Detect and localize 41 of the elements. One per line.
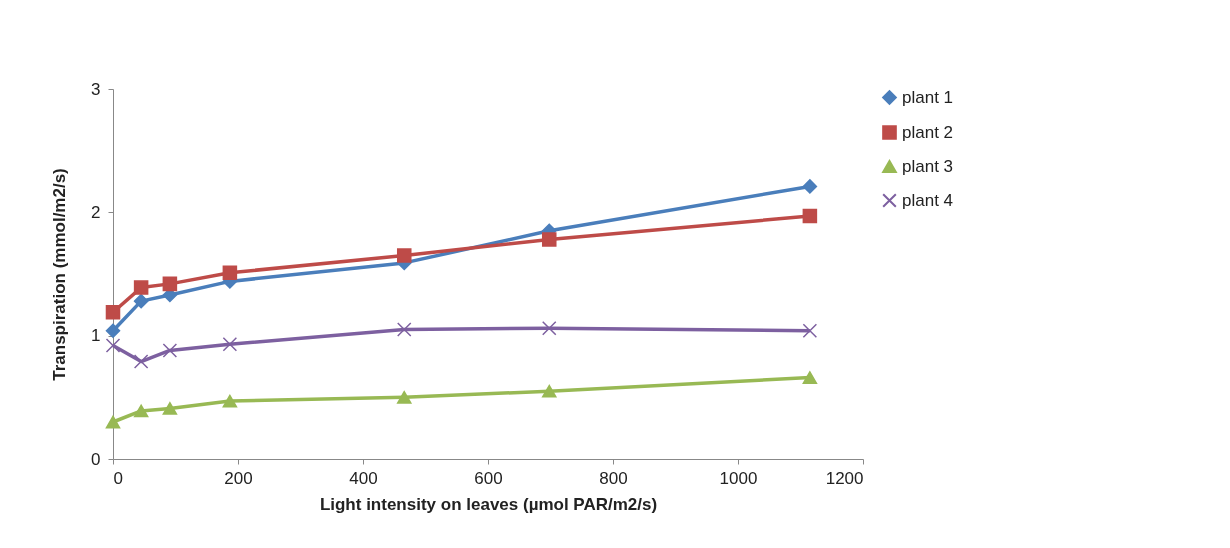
point [802, 208, 818, 224]
y-tick-label: 0 [91, 449, 101, 469]
point [133, 280, 149, 295]
point [541, 384, 557, 398]
point [396, 390, 412, 404]
x-tick-label: 1000 [719, 468, 758, 488]
x-tick-label: 800 [599, 468, 628, 488]
point [541, 232, 557, 247]
legend-label: plant 2 [902, 122, 954, 142]
point [802, 371, 818, 384]
point [802, 323, 818, 338]
point [222, 265, 238, 281]
point [105, 415, 121, 429]
point [105, 323, 121, 338]
x-tick-label: 400 [349, 468, 378, 488]
legend-label: plant 3 [902, 156, 954, 176]
x-tick-label: 200 [224, 468, 253, 488]
point [162, 276, 178, 292]
y-axis-title: Transpiration (mmol/m2/s) [50, 168, 70, 381]
x-tick-label: 1200 [825, 468, 864, 488]
point [396, 248, 412, 263]
x-tick-label: 600 [474, 468, 503, 488]
y-tick-label: 2 [91, 202, 101, 222]
point [133, 354, 149, 369]
point [802, 179, 818, 194]
y-tick-label: 3 [91, 79, 101, 99]
point [133, 293, 149, 309]
point [222, 337, 238, 352]
point [162, 402, 178, 415]
legend-label: plant 4 [902, 190, 954, 210]
legend-label: plant 1 [902, 87, 954, 107]
point [396, 322, 412, 337]
x-tick-label: 0 [113, 468, 123, 488]
point [162, 343, 178, 358]
point [133, 404, 149, 418]
y-tick-label: 1 [91, 326, 101, 346]
point [105, 338, 121, 353]
point [105, 304, 121, 320]
point [222, 394, 238, 408]
x-axis-title: Light intensity on leaves (µmol PAR/m2/s) [319, 494, 658, 514]
point [541, 321, 557, 336]
